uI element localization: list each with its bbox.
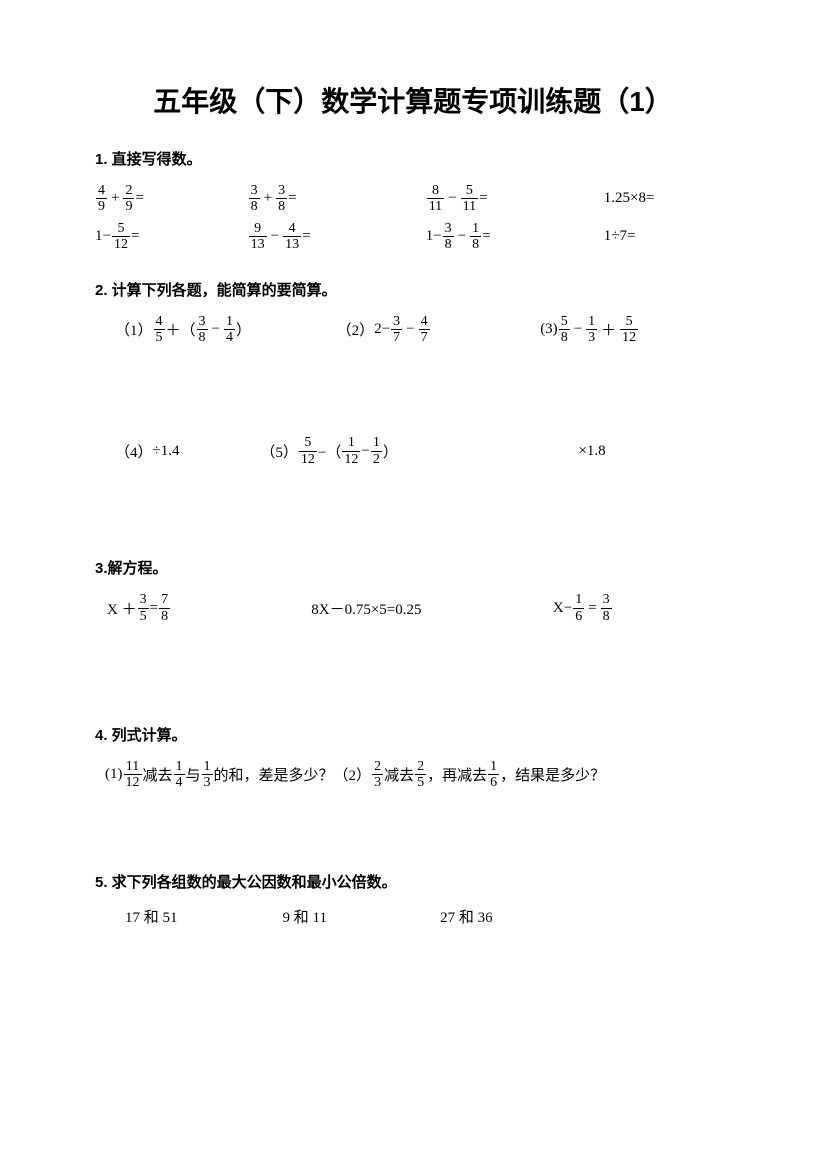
section2-header: 2. 计算下列各题，能简算的要简算。 bbox=[95, 279, 731, 300]
s2-row2: （4） ÷1.4 （5） 512 −（ 112 − 12 ） ×1.8 bbox=[95, 435, 731, 467]
s2-r1-p2: （2） 2− 37 − 47 bbox=[337, 314, 541, 346]
section4-header: 4. 列式计算。 bbox=[95, 724, 731, 745]
s1-r2-p2: 913 − 413 = bbox=[248, 221, 426, 253]
s3-p2: 8X－0.75×5=0.25 bbox=[311, 592, 553, 624]
s4-p1: (1) 1112 减去 14 与 13 的和，差是多少？ bbox=[105, 759, 334, 791]
s1-row2: 1− 512 = 913 − 413 = 1− 38 − 18 = 1÷7= bbox=[95, 221, 731, 253]
s4-row: (1) 1112 减去 14 与 13 的和，差是多少？ （2） 23 减去 2… bbox=[95, 759, 731, 791]
s2-r1-p3: (3) 58 − 13 ＋ 512 bbox=[540, 314, 731, 346]
s1-r1-p1: 49 + 29 = bbox=[95, 183, 248, 215]
s2-r2-p1: （4） ÷1.4 bbox=[95, 435, 260, 467]
s1-r2-p3: 1− 38 − 18 = bbox=[426, 221, 604, 253]
s5-p3: 27 和 36 bbox=[440, 906, 598, 927]
s4-p2: （2） 23 减去 25 ，再减去 16 ，结果是多少？ bbox=[334, 759, 606, 791]
section1-problems: 49 + 29 = 38 + 38 = 811 − 511 = 1.25×8= bbox=[95, 183, 731, 259]
s1-row1: 49 + 29 = 38 + 38 = 811 − 511 = 1.25×8= bbox=[95, 183, 731, 215]
s2-row1: （1） 45 ＋（ 38 − 14 ） （2） 2− 37 − 47 (3) 5… bbox=[95, 314, 731, 346]
s5-row: 17 和 51 9 和 11 27 和 36 bbox=[95, 906, 731, 927]
s1-r1-p4: 1.25×8= bbox=[604, 190, 731, 207]
s5-p2: 9 和 11 bbox=[283, 906, 441, 927]
page-title: 五年级（下）数学计算题专项训练题（1） bbox=[95, 80, 731, 120]
s1-r1-p3: 811 − 511 = bbox=[426, 183, 604, 215]
s5-p1: 17 和 51 bbox=[125, 906, 283, 927]
s3-row: X ＋ 35 = 78 8X－0.75×5=0.25 X− 16 = 38 bbox=[95, 592, 731, 624]
s2-r1-p1: （1） 45 ＋（ 38 − 14 ） bbox=[95, 314, 337, 346]
s1-r1-p2: 38 + 38 = bbox=[248, 183, 426, 215]
s1-r2-p4: 1÷7= bbox=[604, 228, 731, 245]
s2-r2-p2: （5） 512 −（ 112 − 12 ） bbox=[260, 435, 578, 467]
s2-r2-p3: ×1.8 bbox=[578, 435, 731, 467]
section5-header: 5. 求下列各组数的最大公因数和最小公倍数。 bbox=[95, 871, 731, 892]
s3-p1: X ＋ 35 = 78 bbox=[95, 592, 311, 624]
section3-header: 3.解方程。 bbox=[95, 557, 731, 578]
section1-header: 1. 直接写得数。 bbox=[95, 148, 731, 169]
s3-p3: X− 16 = 38 bbox=[553, 592, 731, 624]
s1-r2-p1: 1− 512 = bbox=[95, 221, 248, 253]
